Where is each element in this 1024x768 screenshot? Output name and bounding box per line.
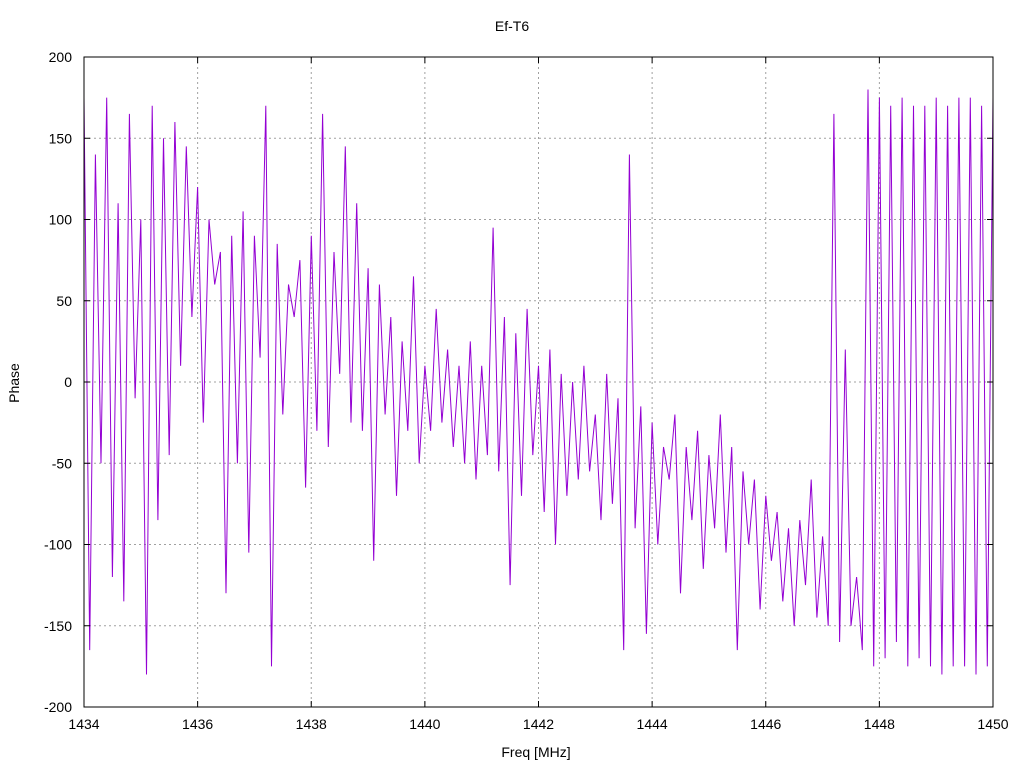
x-tick-label: 1446	[750, 716, 781, 732]
y-tick-label: -200	[44, 699, 72, 715]
chart-title: Ef-T6	[494, 18, 530, 34]
x-tick-label: 1444	[637, 716, 668, 732]
y-tick-label: -100	[44, 537, 72, 553]
x-tick-label: 1436	[182, 716, 213, 732]
phase-series	[83, 89, 994, 675]
x-tick-label: 1448	[864, 716, 895, 732]
y-tick-label: -50	[52, 455, 72, 471]
y-tick-label: 150	[49, 130, 73, 146]
x-tick-label: 1438	[296, 716, 327, 732]
axis-ticks: 1434 1436 1438 1440 1442 1444 1446 1448 1450 -200…	[44, 49, 1009, 732]
x-tick-label: 1442	[523, 716, 554, 732]
y-tick-label: 200	[49, 49, 73, 65]
y-tick-label: 50	[56, 293, 72, 309]
grid-lines	[84, 57, 993, 707]
x-tick-label: 1440	[409, 716, 440, 732]
phase-line	[83, 89, 994, 675]
x-tick-label: 1434	[68, 716, 99, 732]
y-tick-label: 0	[64, 374, 72, 390]
x-tick-label: 1450	[977, 716, 1008, 732]
y-tick-label: 100	[49, 212, 73, 228]
y-tick-label: -150	[44, 618, 72, 634]
x-axis-label: Freq [MHz]	[501, 744, 571, 760]
